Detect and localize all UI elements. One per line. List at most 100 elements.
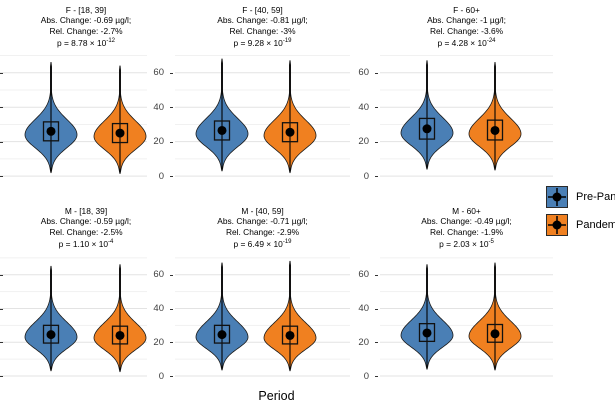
median-dot-pre-pandemic (422, 328, 432, 338)
boxplot-pandemic (486, 119, 504, 141)
facet-title-group: M - [40, 59] (241, 206, 284, 216)
y-tick-mark (170, 107, 173, 109)
y-tick-mark (170, 274, 173, 276)
p-value-exponent: -19 (282, 239, 292, 246)
facet-p-value: p = 6.49 × 10-19 (175, 237, 350, 249)
y-tick-label: 0 (363, 170, 369, 182)
facet-title-group: F - 60+ (453, 5, 480, 15)
boxplot-pandemic (486, 323, 504, 343)
violin-panel (0, 55, 147, 192)
facet-rel-change: Rel. Change: -3% (229, 25, 296, 36)
facet-title: F - [40, 59] Abs. Change: -0.81 µg/l; Rel.… (175, 5, 350, 48)
facet-abs-change: Abs. Change: -0.69 µg/l; (40, 15, 132, 26)
facet-title-group: M - [18, 39] (64, 206, 108, 216)
p-value-base: p = 2.03 × 10 (439, 239, 489, 250)
facet-p-value: p = 1.10 × 10-4 (0, 237, 172, 249)
median-dot-pandemic (490, 329, 500, 339)
y-tick-mark-cropped (0, 107, 3, 109)
y-tick-mark (170, 376, 173, 377)
y-tick-label: 20 (358, 336, 369, 348)
facet-rel-change: Rel. Change: -3.6% (429, 25, 504, 36)
boxplot-pre-pandemic (42, 324, 60, 344)
violin-panel (380, 55, 553, 192)
y-tick-mark-cropped (0, 376, 3, 377)
y-tick-mark (170, 342, 173, 344)
boxplot-pre-pandemic (418, 117, 436, 140)
y-tick-mark-cropped (0, 274, 3, 276)
boxplot-pre-pandemic (213, 324, 231, 344)
legend-label-pre-pandemic: Pre-Pan (576, 191, 615, 203)
pandemic-violin-key-icon (546, 214, 568, 236)
p-value-base: p = 8.78 × 10 (56, 38, 107, 49)
boxplot-pre-pandemic (213, 120, 231, 141)
p-value-exponent: -5 (488, 239, 494, 246)
legend-item-pre-pandemic: Pre-Pan (546, 186, 615, 208)
facet-abs-change: Abs. Change: -0.49 µg/l; (421, 216, 512, 227)
facet-title-group: F - [40, 59] (242, 5, 283, 15)
y-tick-mark (170, 141, 173, 143)
y-tick-mark (375, 376, 378, 377)
y-tick-mark (170, 176, 173, 178)
y-tick-label: 60 (358, 269, 369, 281)
y-tick-label: 20 (358, 136, 369, 148)
boxplot-pandemic (111, 325, 129, 345)
facet-title: M - [18, 39] Abs. Change: -0.59 µg/l; Rel.… (0, 206, 172, 249)
y-tick-label: 60 (153, 67, 164, 79)
p-value-exponent: -19 (282, 38, 292, 45)
median-dot-pre-pandemic (422, 124, 432, 134)
facet-rel-change: Rel. Change: -2.9% (225, 226, 300, 237)
y-tick-label: 0 (158, 170, 164, 182)
y-tick-mark-cropped (0, 308, 3, 310)
violin-panel (175, 257, 350, 392)
facet-rel-change: Rel. Change: -1.9% (429, 226, 504, 237)
y-tick-label: 40 (358, 101, 369, 113)
facet-title: F - [18, 39] Abs. Change: -0.69 µg/l; Rel.… (0, 5, 172, 48)
y-tick-label: 40 (153, 101, 164, 113)
p-value-exponent: -12 (106, 38, 116, 45)
median-dot-pre-pandemic (46, 330, 56, 340)
y-tick-label: 20 (153, 336, 164, 348)
legend-label-pandemic: Pandem (576, 219, 615, 231)
legend-item-pandemic: Pandem (546, 214, 615, 236)
p-value-exponent: -4 (108, 239, 114, 246)
facet-p-value: p = 2.03 × 10-5 (380, 237, 553, 249)
facet-abs-change: Abs. Change: -0.71 µg/l; (217, 216, 308, 227)
y-tick-mark (375, 342, 378, 344)
facet-abs-change: Abs. Change: -1 µg/l; (427, 15, 506, 26)
facet-rel-change: Rel. Change: -2.7% (49, 25, 123, 36)
median-dot-pandemic (490, 125, 500, 135)
p-value-exponent: -24 (486, 38, 496, 45)
y-tick-label: 60 (358, 67, 369, 79)
y-tick-label: 60 (153, 269, 164, 281)
violin-panel (0, 257, 147, 392)
violin-panel (175, 55, 350, 192)
p-value-base: p = 4.28 × 10 (437, 38, 487, 49)
boxplot-pre-pandemic (42, 121, 60, 142)
facet-title: M - 60+ Abs. Change: -0.49 µg/l; Rel. Chan… (380, 206, 553, 249)
facet-abs-change: Abs. Change: -0.59 µg/l; (40, 216, 132, 227)
y-tick-mark (375, 107, 378, 109)
median-dot-pre-pandemic (217, 330, 227, 340)
y-tick-label: 40 (153, 303, 164, 314)
y-tick-mark (375, 176, 378, 178)
p-value-base: p = 9.28 × 10 (233, 38, 283, 49)
median-dot-pandemic (115, 330, 125, 340)
y-tick-label: 20 (153, 136, 164, 148)
boxplot-pre-pandemic (418, 323, 436, 343)
y-tick-mark (375, 308, 378, 310)
facet-rel-change: Rel. Change: -2.5% (49, 226, 123, 237)
y-tick-mark-cropped (0, 342, 3, 344)
y-tick-label: 0 (363, 370, 369, 382)
boxplot-pandemic (281, 122, 299, 143)
median-dot-pandemic (285, 330, 295, 340)
violin-panel (380, 257, 553, 392)
facet-title-group: F - [18, 39] (65, 5, 107, 15)
y-tick-mark (170, 308, 173, 310)
facet-title-group: M - 60+ (452, 206, 481, 216)
y-tick-mark (170, 72, 173, 74)
y-tick-mark (375, 141, 378, 143)
y-tick-mark-cropped (0, 141, 3, 143)
boxplot-pandemic (111, 122, 129, 144)
p-value-base: p = 6.49 × 10 (233, 239, 283, 250)
